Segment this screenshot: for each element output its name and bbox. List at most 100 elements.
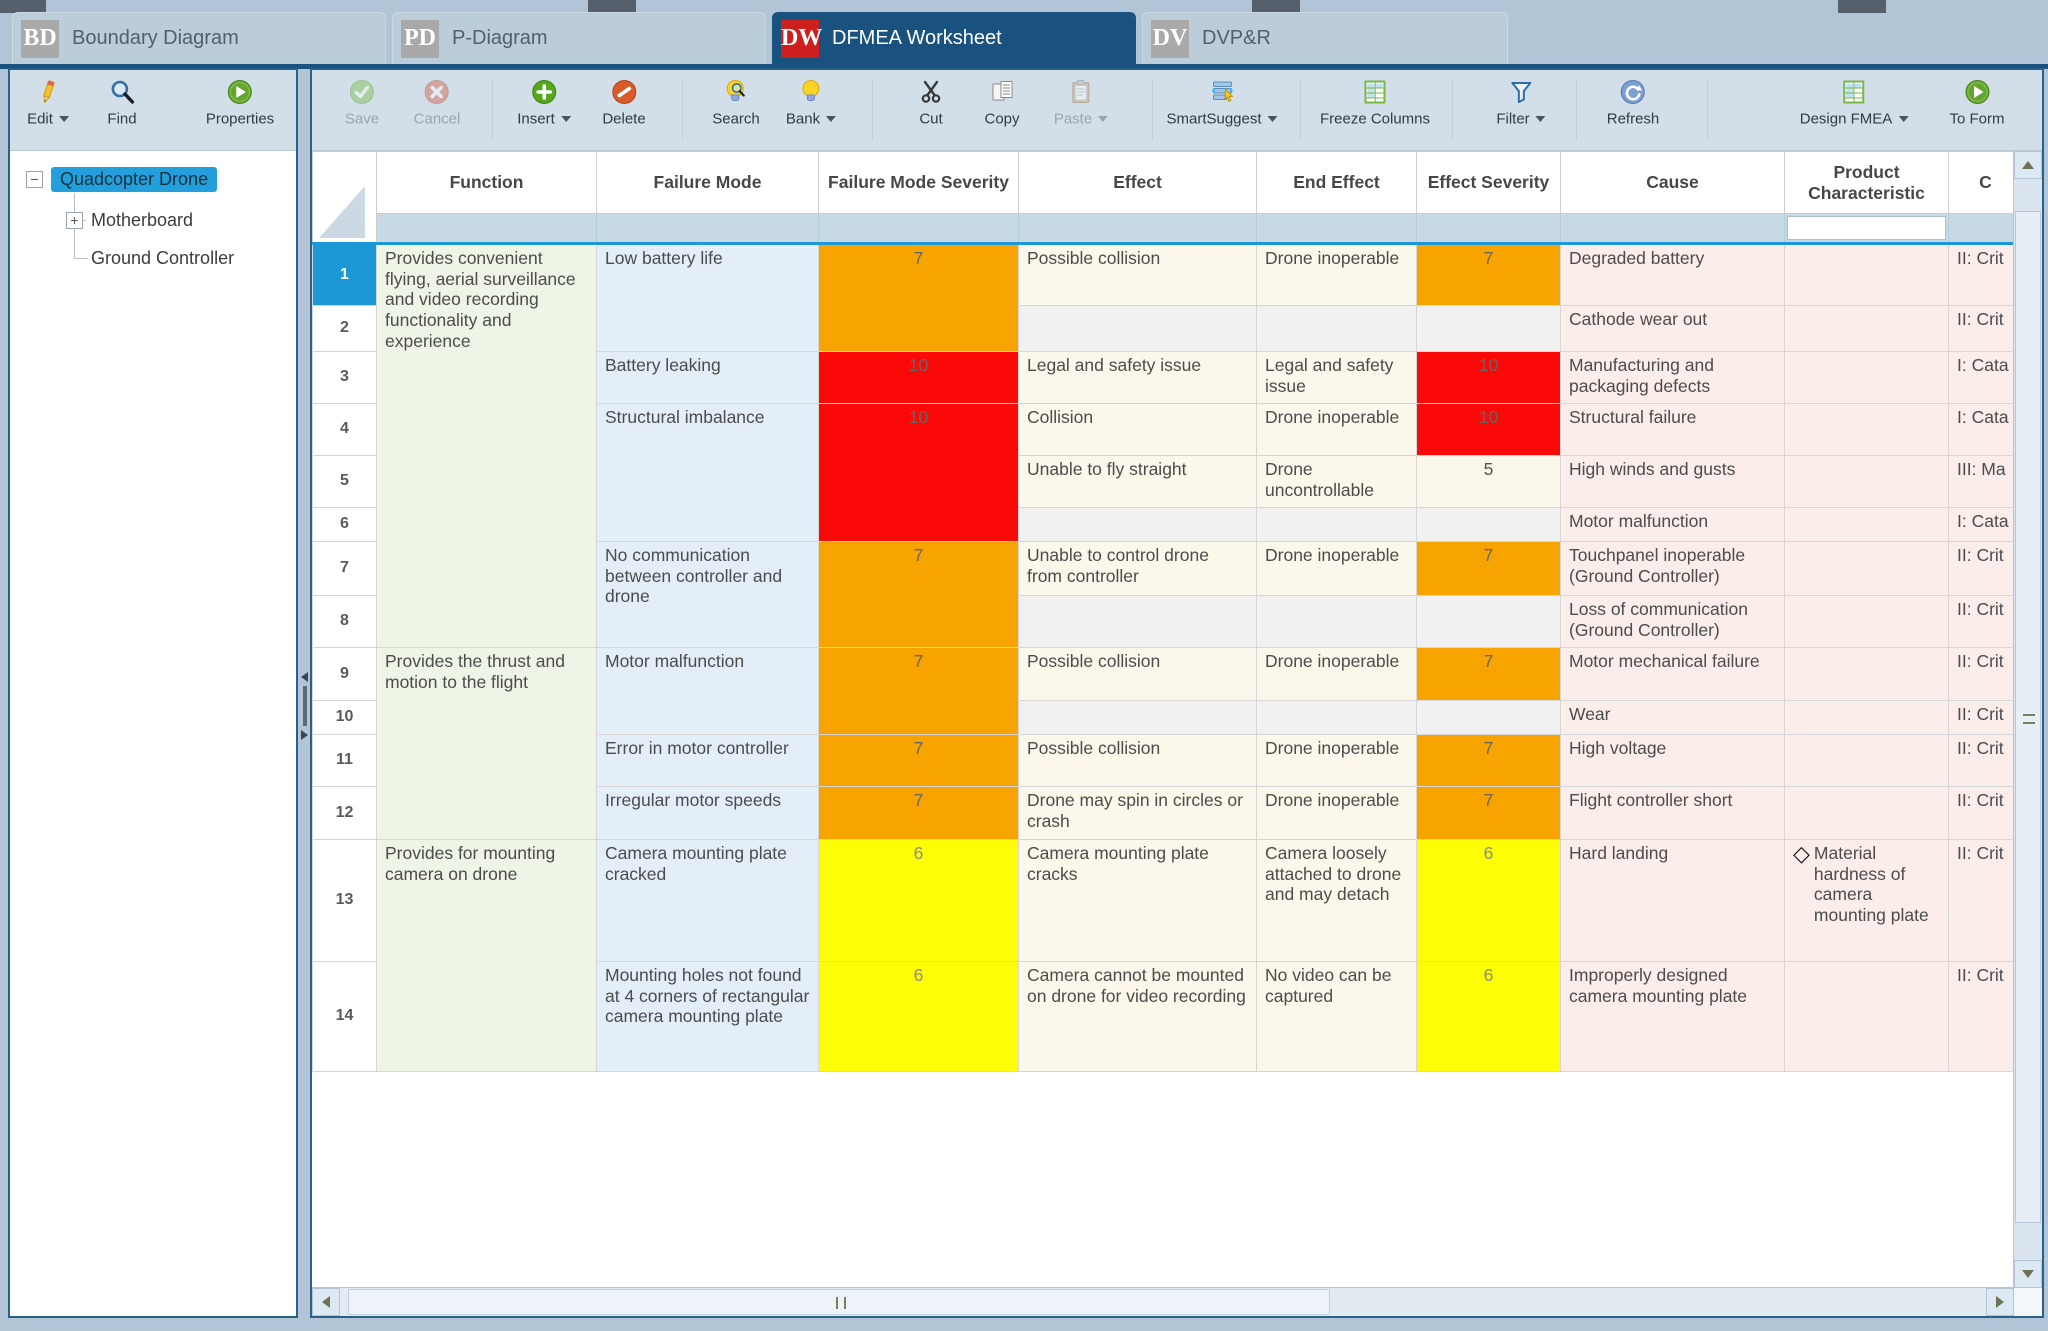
row-number[interactable]: 8 (312, 595, 377, 648)
toolbar-button-smartsuggest[interactable]: SmartSuggest (1166, 78, 1278, 128)
grid-cell[interactable]: Provides the thrust and motion to the fl… (376, 647, 597, 840)
toolbar-button-filter[interactable]: Filter (1496, 78, 1546, 128)
collapse-left-icon[interactable] (301, 672, 308, 682)
grid-cell[interactable]: 6 (818, 961, 1019, 1072)
grid-cell[interactable]: Irregular motor speeds (596, 786, 819, 840)
scroll-up-button[interactable] (2014, 151, 2042, 179)
toolbar-button-cancel[interactable]: Cancel (414, 78, 460, 128)
grid-cell[interactable] (1018, 507, 1257, 542)
grid-cell[interactable]: 7 (1416, 647, 1561, 701)
grid-cell[interactable]: Camera mounting plate cracked (596, 839, 819, 962)
row-number[interactable]: 4 (312, 403, 377, 456)
grid-cell[interactable] (1416, 700, 1561, 735)
toolbar-button-delete[interactable]: Delete (602, 78, 646, 128)
grid-cell[interactable] (1784, 305, 1949, 352)
grid-cell[interactable] (1018, 700, 1257, 735)
grid-cell[interactable]: Degraded battery (1560, 242, 1785, 306)
grid-cell[interactable]: 7 (818, 541, 1019, 648)
filter-cell-end-effect[interactable] (1256, 213, 1417, 244)
filter-cell-product-characteristic[interactable] (1784, 213, 1949, 244)
tree-item-ground-controller[interactable]: Ground Controller (66, 244, 234, 272)
grid-cell[interactable]: II: Crit (1948, 734, 2023, 787)
grid-cell[interactable]: Camera loosely attached to drone and may… (1256, 839, 1417, 962)
column-header-function[interactable]: Function (376, 151, 597, 214)
grid-cell[interactable] (1784, 647, 1949, 701)
grid-cell[interactable]: I: Cata (1948, 403, 2023, 456)
grid-cell[interactable]: Drone inoperable (1256, 786, 1417, 840)
grid-cell[interactable]: Collision (1018, 403, 1257, 456)
grid-cell[interactable]: Drone inoperable (1256, 242, 1417, 306)
toolbar-button-paste[interactable]: Paste (1054, 78, 1109, 128)
toolbar-button-insert[interactable]: Insert (517, 78, 571, 128)
grid-cell[interactable]: Possible collision (1018, 734, 1257, 787)
grid-cell[interactable] (1784, 242, 1949, 306)
grid-cell[interactable]: II: Crit (1948, 700, 2023, 735)
grid-cell[interactable]: High voltage (1560, 734, 1785, 787)
grid-cell[interactable]: Legal and safety issue (1256, 351, 1417, 404)
grid-cell[interactable]: 7 (1416, 734, 1561, 787)
grid-cell[interactable]: 7 (818, 734, 1019, 787)
tree-expand-icon[interactable]: + (66, 211, 83, 229)
column-header-effect[interactable]: Effect (1018, 151, 1257, 214)
grid-cell[interactable] (1416, 305, 1561, 352)
row-number[interactable]: 3 (312, 351, 377, 404)
grid-cell[interactable]: Provides for mounting camera on drone (376, 839, 597, 1072)
grid-cell[interactable]: Flight controller short (1560, 786, 1785, 840)
grid-cell[interactable]: Manufacturing and packaging defects (1560, 351, 1785, 404)
filter-cell-c[interactable] (1948, 213, 2023, 244)
tab-boundary-diagram[interactable]: BD Boundary Diagram (12, 12, 386, 64)
grid-cell[interactable]: Drone uncontrollable (1256, 455, 1417, 508)
grid-cell[interactable]: 6 (1416, 961, 1561, 1072)
grid-cell[interactable]: 10 (818, 351, 1019, 404)
grid-cell[interactable]: 6 (1416, 839, 1561, 962)
grid-cell[interactable]: Unable to control drone from controller (1018, 541, 1257, 596)
column-header-end-effect[interactable]: End Effect (1256, 151, 1417, 214)
grid-cell[interactable]: Cathode wear out (1560, 305, 1785, 352)
select-all-corner[interactable] (312, 151, 377, 244)
grid-cell[interactable]: II: Crit (1948, 595, 2023, 648)
grid-cell[interactable] (1784, 700, 1949, 735)
toolbar-button-search[interactable]: Search (712, 78, 760, 128)
column-header-failure-mode[interactable]: Failure Mode (596, 151, 819, 214)
horizontal-scrollbar[interactable] (312, 1287, 2014, 1316)
grid-cell[interactable]: II: Crit (1948, 541, 2023, 596)
grid-cell[interactable]: 10 (818, 403, 1019, 542)
filter-cell-effect-severity[interactable] (1416, 213, 1561, 244)
grid-cell[interactable] (1784, 541, 1949, 596)
column-header-product-characteristic[interactable]: Product Characteristic (1784, 151, 1949, 214)
grid-cell[interactable]: Possible collision (1018, 242, 1257, 306)
row-number[interactable]: 10 (312, 700, 377, 735)
grid-cell[interactable]: Drone inoperable (1256, 541, 1417, 596)
grid-cell[interactable]: 10 (1416, 403, 1561, 456)
toolbar-button-find[interactable]: Find (107, 78, 137, 128)
toolbar-button-copy[interactable]: Copy (984, 78, 1020, 128)
toolbar-button-to-form[interactable]: To Form (1949, 78, 2005, 128)
filter-cell-failure-mode[interactable] (596, 213, 819, 244)
grid-cell[interactable]: Motor mechanical failure (1560, 647, 1785, 701)
grid-cell[interactable]: Structural failure (1560, 403, 1785, 456)
grid-cell[interactable]: ◇ Material hardness of camera mounting pl… (1784, 839, 1949, 962)
column-header-cause[interactable]: Cause (1560, 151, 1785, 214)
grid-cell[interactable]: 7 (818, 242, 1019, 352)
grid-cell[interactable] (1256, 595, 1417, 648)
filter-cell-function[interactable] (376, 213, 597, 244)
grid-cell[interactable]: II: Crit (1948, 839, 2023, 962)
grid-cell[interactable]: Hard landing (1560, 839, 1785, 962)
grid-cell[interactable]: II: Crit (1948, 647, 2023, 701)
grid-cell[interactable]: Camera cannot be mounted on drone for vi… (1018, 961, 1257, 1072)
grid-cell[interactable]: Drone inoperable (1256, 734, 1417, 787)
grid-cell[interactable] (1784, 961, 1949, 1072)
grid-cell[interactable]: I: Cata (1948, 507, 2023, 542)
tree-item-quadcopter-drone[interactable]: − Quadcopter Drone (26, 165, 218, 193)
grid-cell[interactable]: Loss of communication (Ground Controller… (1560, 595, 1785, 648)
row-number[interactable]: 12 (312, 786, 377, 840)
grid-cell[interactable]: Mounting holes not found at 4 corners of… (596, 961, 819, 1072)
toolbar-button-cut[interactable]: Cut (917, 78, 945, 128)
toolbar-button-save[interactable]: Save (345, 78, 379, 128)
row-number[interactable]: 1 (312, 242, 377, 306)
toolbar-button-bank[interactable]: Bank (786, 78, 837, 128)
tab-dvp-r[interactable]: DV DVP&R (1142, 12, 1508, 64)
grid-cell[interactable]: Wear (1560, 700, 1785, 735)
tab-p-diagram[interactable]: PD P-Diagram (392, 12, 766, 64)
grid-cell[interactable] (1784, 734, 1949, 787)
